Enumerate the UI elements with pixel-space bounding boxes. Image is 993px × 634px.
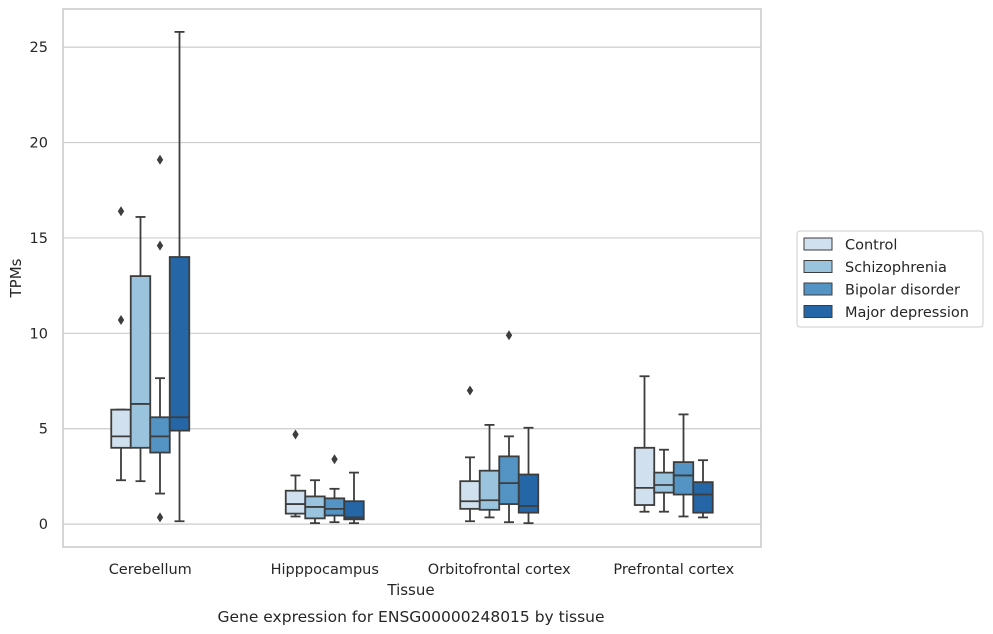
outlier-point [156, 512, 164, 523]
box-body [498, 455, 520, 505]
x-tick-label-3: Orbitofrontal cortex [428, 562, 571, 578]
box-4-4 [692, 459, 714, 519]
chart-caption: Gene expression for ENSG00000248015 by t… [217, 608, 604, 626]
outlier-point [331, 454, 338, 465]
legend-swatch-2 [803, 260, 833, 273]
plot-frame [62, 8, 762, 548]
outlier-point [505, 330, 513, 341]
box-4-3 [517, 426, 540, 525]
box-3-1 [149, 154, 171, 523]
box-body [323, 497, 346, 517]
box-1-1 [110, 206, 132, 482]
legend-swatch-4 [803, 305, 833, 318]
box-2-4 [653, 448, 675, 513]
outlier-point [466, 385, 474, 396]
outlier-point [156, 154, 164, 165]
y-tick-label-5: 5 [39, 422, 48, 438]
box-1-3 [459, 385, 481, 523]
legend-label-3: Bipolar disorder [845, 283, 960, 299]
y-axis-label: TPMs [7, 258, 25, 298]
plot-area [62, 8, 762, 548]
box-body [129, 275, 152, 449]
x-axis-label: Tissue [386, 581, 434, 599]
outlier-point [117, 314, 125, 325]
outlier-point [117, 206, 125, 217]
y-tick-label-15: 15 [30, 231, 48, 247]
y-tick-label-20: 20 [30, 136, 48, 152]
box-1-2 [284, 429, 307, 518]
x-tick-label-1: Cerebellum [109, 562, 192, 578]
legend-label-4: Major depression [845, 305, 969, 321]
legend-label-2: Schizophrenia [845, 260, 947, 276]
box-3-2 [323, 454, 346, 524]
box-body [517, 473, 540, 514]
x-tick-label-2: Hipppocampus [271, 562, 379, 578]
box-2-2 [304, 479, 326, 525]
box-body [653, 471, 675, 494]
x-tick-label-4: Prefrontal cortex [613, 562, 734, 578]
box-body [692, 481, 714, 514]
y-tick-label-10: 10 [30, 326, 48, 342]
box-body [149, 416, 171, 454]
box-body [343, 500, 365, 521]
box-body [672, 461, 695, 496]
box-body [633, 446, 656, 506]
legend-swatch-1 [803, 237, 833, 251]
legend-swatch-3 [803, 282, 833, 296]
box-body [168, 256, 191, 432]
legend-frame [796, 230, 984, 328]
outlier-point [156, 240, 164, 251]
y-tick-label-0: 0 [39, 517, 48, 533]
box-body [459, 480, 481, 510]
boxes-layer [110, 30, 714, 525]
box-3-3 [498, 330, 520, 524]
y-tick-label-25: 25 [30, 40, 48, 56]
legend-label-1: Control [845, 238, 897, 254]
box-1-4 [633, 375, 656, 513]
outlier-point [292, 429, 299, 440]
box-body [478, 469, 501, 511]
y-axis-ticks: 0 5 10 15 20 25 [30, 40, 48, 533]
box-body [110, 408, 132, 449]
box-2-1 [129, 216, 152, 483]
box-4-2 [343, 471, 365, 525]
box-2-3 [478, 424, 501, 519]
box-3-4 [672, 413, 695, 518]
legend: Control Schizophrenia Bipolar disorder Majo… [796, 230, 984, 328]
box-4-1 [168, 30, 191, 523]
x-axis-ticks: Cerebellum Hipppocampus Orbitofrontal cort… [109, 562, 735, 578]
box-body [284, 489, 307, 515]
